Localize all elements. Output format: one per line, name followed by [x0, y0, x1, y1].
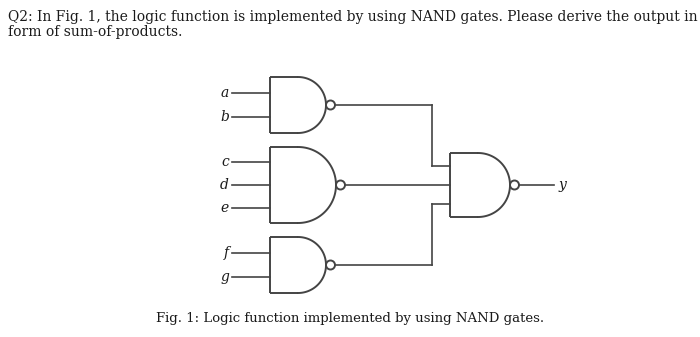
- Text: y: y: [559, 178, 567, 192]
- Text: f: f: [224, 246, 229, 260]
- Text: form of sum-of-products.: form of sum-of-products.: [8, 25, 183, 39]
- Text: e: e: [220, 201, 229, 215]
- Text: Fig. 1: Logic function implemented by using NAND gates.: Fig. 1: Logic function implemented by us…: [156, 312, 544, 325]
- Text: d: d: [220, 178, 229, 192]
- Text: g: g: [220, 270, 229, 284]
- Text: b: b: [220, 110, 229, 124]
- Text: a: a: [220, 86, 229, 100]
- Text: c: c: [221, 155, 229, 169]
- Text: Q2: In Fig. 1, the logic function is implemented by using NAND gates. Please der: Q2: In Fig. 1, the logic function is imp…: [8, 10, 700, 24]
